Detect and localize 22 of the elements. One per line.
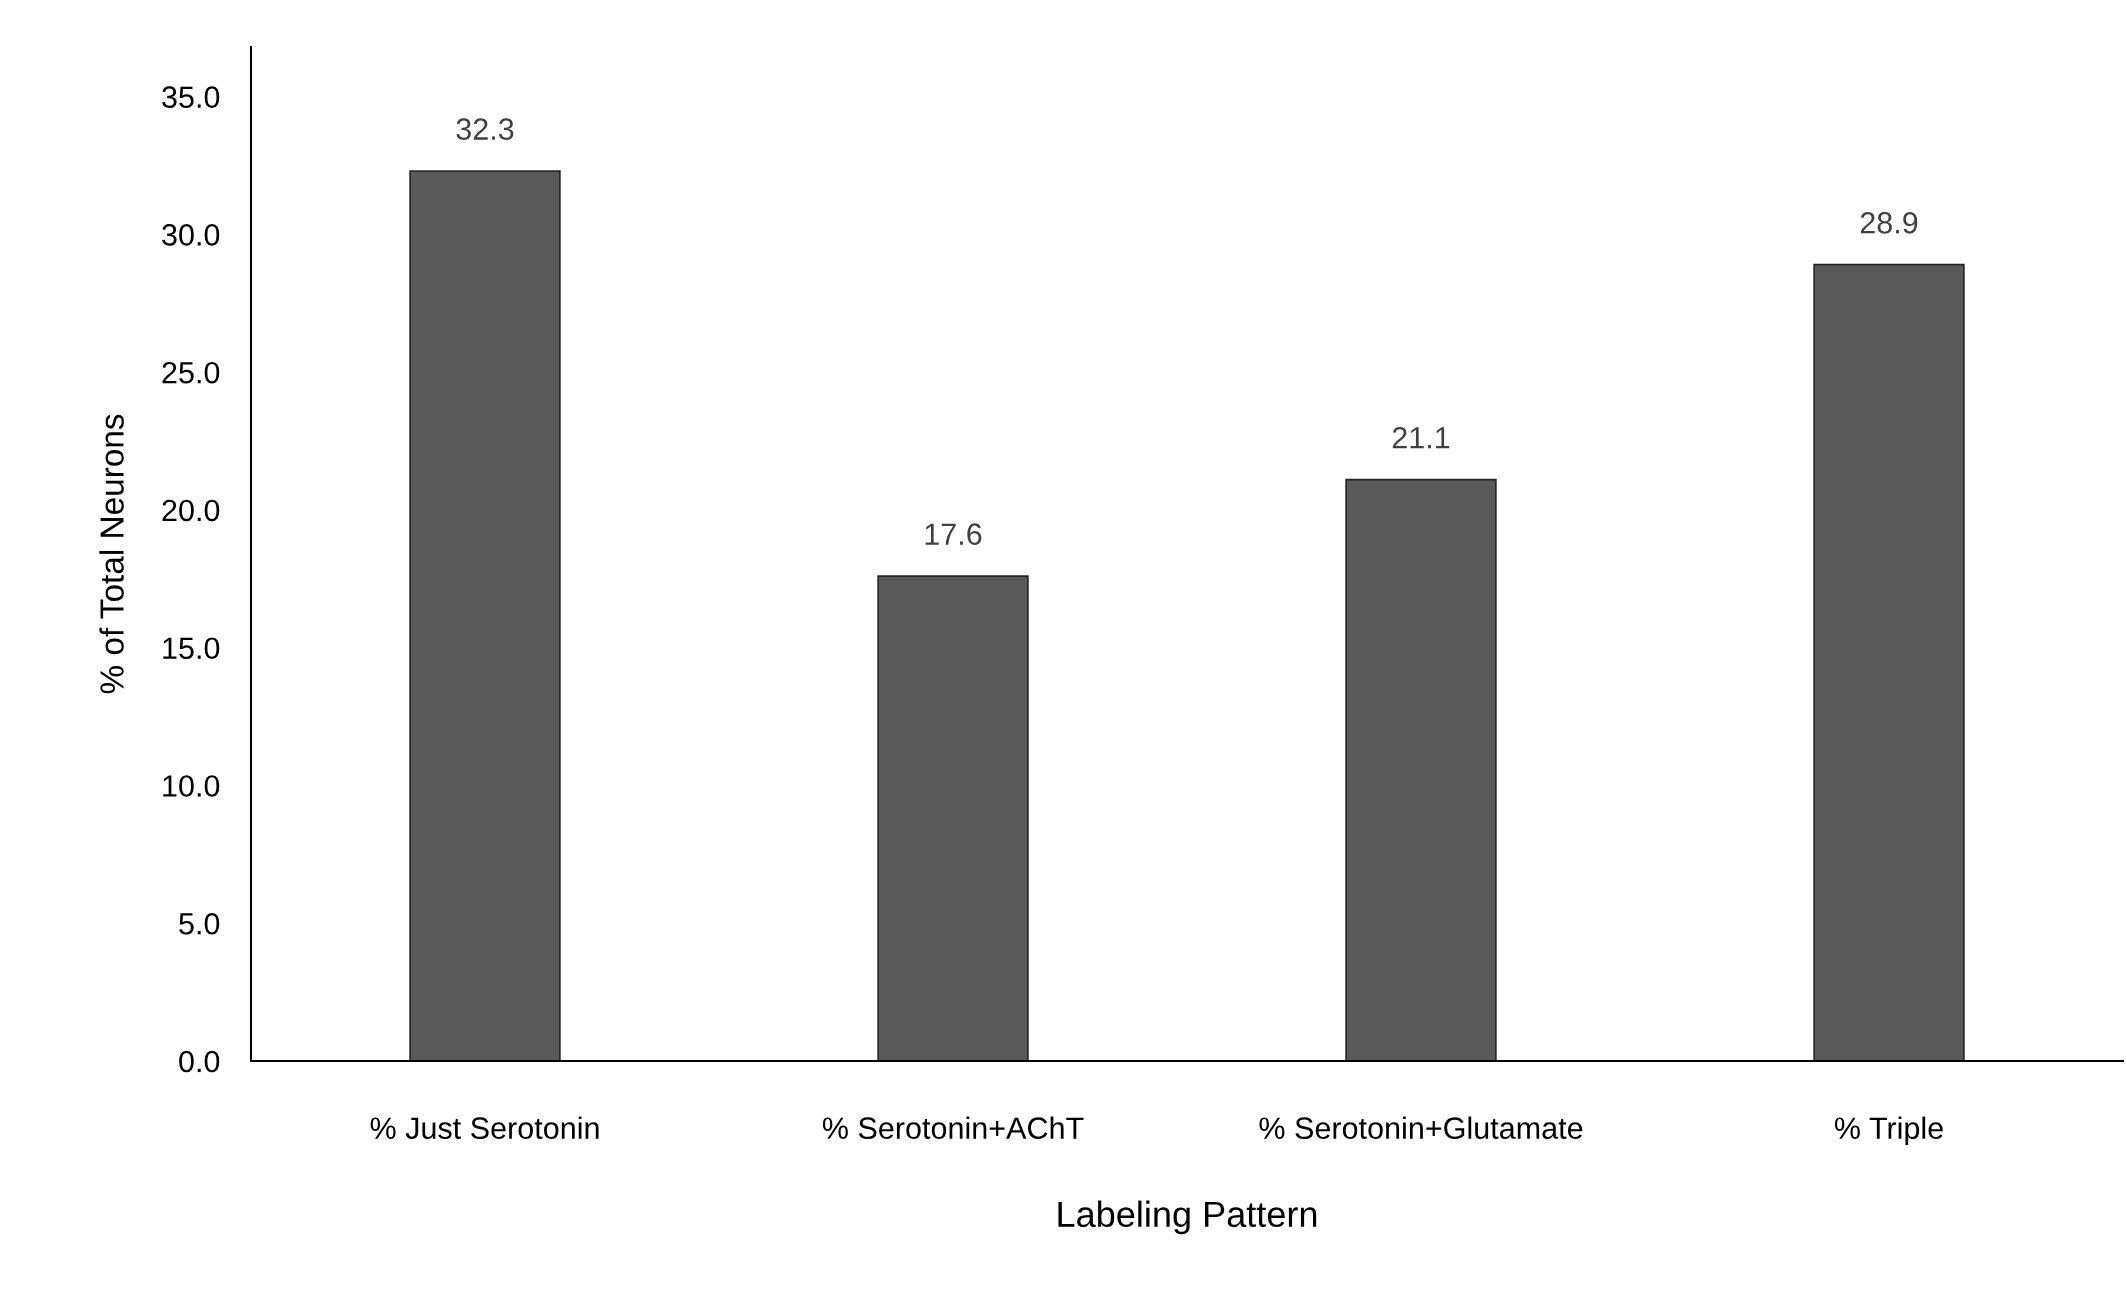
y-tick-label: 5.0	[179, 912, 220, 935]
y-tick-label: 20.0	[162, 499, 220, 522]
x-tick-label: % Serotonin+Glutamate	[1259, 1116, 1583, 1139]
y-tick-label: 10.0	[163, 775, 220, 797]
bar	[1345, 478, 1497, 1061]
y-tick-label: 35.0	[162, 86, 220, 108]
bar	[877, 575, 1029, 1061]
y-axis-title: % of Total Neurons	[99, 414, 124, 694]
bar	[409, 170, 561, 1061]
x-tick-label: % Triple	[1834, 1116, 1943, 1146]
data-label: 17.6	[925, 523, 982, 545]
x-tick-label: % Serotonin+AChT	[822, 1116, 1084, 1139]
data-label: 32.3	[456, 118, 514, 140]
y-tick-label: 25.0	[162, 361, 220, 384]
data-label: 28.9	[1860, 212, 1918, 234]
x-tick-label: % Just Serotonin	[370, 1116, 599, 1139]
x-axis-title: Labeling Pattern	[1058, 1200, 1317, 1235]
y-tick-label: 15.0	[163, 637, 220, 660]
y-tick-label: 0.0	[179, 1050, 220, 1073]
bar	[1813, 263, 1965, 1061]
y-tick-label: 30.0	[162, 224, 220, 246]
data-label: 21.1	[1392, 426, 1450, 449]
